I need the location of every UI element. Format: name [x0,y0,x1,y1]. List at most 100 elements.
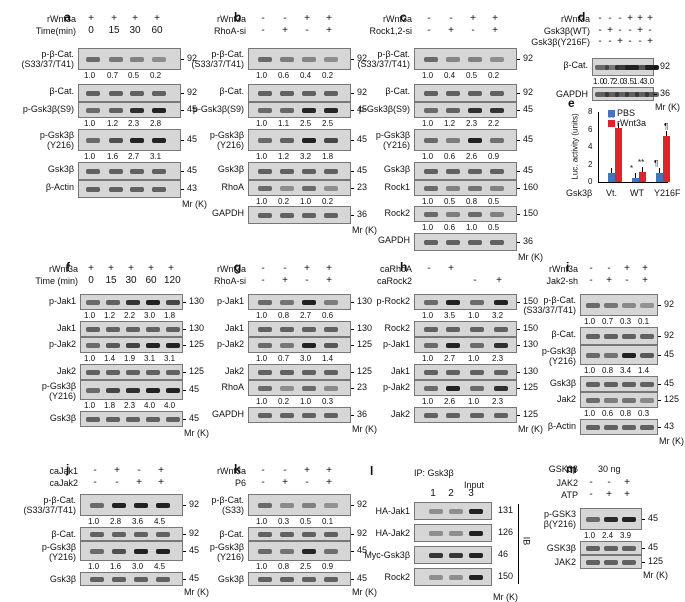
blot-row: p-GSK3 β(Y216) 45 [544,508,658,530]
mw-tick [351,188,354,189]
lane-sign: + [88,13,94,24]
lane-sign: + [448,25,454,36]
mw-tick [658,305,661,306]
band [152,57,166,62]
quant-value: 2.2 [488,119,500,128]
blot-image [80,380,183,400]
blot-row: JAK2 125 [554,555,663,569]
row-label: β-Cat. [385,86,410,96]
mw-tick [183,329,186,330]
band [622,303,636,308]
band [146,327,160,332]
mw-label: 45 [648,542,659,552]
ip-label: IP: Gsk3β [414,468,454,478]
quant-value: 0.2 [150,71,162,80]
band [424,212,438,217]
blot-image [580,419,658,435]
blot-image [580,508,642,530]
band [586,425,600,430]
band [424,343,438,348]
lane-sign: - [625,275,629,286]
blot-row: Jak1 130 [391,364,538,380]
quant-value: 0.7 [107,71,119,80]
ib-label: IB [521,536,532,546]
x-axis [598,182,668,183]
band [146,388,160,393]
blot-image [580,294,658,316]
row-label: p-Rock2 [376,296,410,306]
lane-sign: + [470,13,476,24]
blot-image [414,294,517,310]
treatment-label: caRock2 [376,276,412,286]
lane-sign: + [132,13,138,24]
mw-tick [351,171,354,172]
band [324,300,338,305]
blot-image [592,58,659,76]
quant-value: 1.0 [422,197,434,206]
band [490,212,504,217]
quant-value: 0.6 [444,152,456,161]
band [586,398,600,403]
lane-sign: - [115,477,119,488]
treatment-label: Jak2-sh [546,276,578,286]
panel-label: l [370,464,374,478]
lane-sign: - [93,465,97,476]
band [152,91,166,96]
quant-value: 2.3 [466,119,478,128]
band [86,388,100,393]
quant-value: 0.4 [300,71,312,80]
band [86,417,100,422]
quant-value: 4.0 [164,401,176,410]
band [635,65,649,70]
row-label: p-Gsk3β (Y216) [375,130,410,150]
row-label: β-Cat. [49,86,74,96]
treatment-label: ATP [561,490,578,500]
lane-sign: - [427,25,431,36]
band [302,343,316,348]
legend-swatch [608,120,615,127]
treatment-label: rWnt3a [216,14,246,24]
band [324,370,338,375]
quant-value: 1.4 [322,354,334,363]
blot-row: Jak2 125 [391,407,538,423]
blot-image [80,364,183,380]
band [640,425,654,430]
mw-label: 45 [187,104,198,114]
header-amount: 30 ng [598,464,621,474]
band [622,398,636,403]
blot-row: p-β-Cat. (S33/37/T41) 92 [23,494,199,516]
band [490,138,504,143]
band [146,370,160,375]
quant-value: 0.8 [278,311,290,320]
quant-value: 3.0 [643,77,655,86]
band [166,300,180,305]
blot-row: HA-Jak1 131 [375,502,513,520]
mw-tick [517,140,520,141]
quant-value: 1.0 [300,397,312,406]
quant-value: 0.9 [488,152,500,161]
band [446,138,460,143]
mw-label: 92 [187,53,198,63]
lane-sign: - [628,36,632,47]
band [166,343,180,348]
row-label: p-Jak2 [216,339,244,349]
row-label: β-Cat. [563,60,588,70]
blot-row: Gsk3β 45 [50,411,199,427]
blot-row: GAPDH 36 [212,206,367,224]
band [280,549,294,554]
row-label: Gsk3β [383,164,410,174]
band [258,370,272,375]
lane-sign: - [608,13,612,24]
quant-value: 0.2 [322,197,334,206]
quant-value: 1.0 [468,354,480,363]
band [424,413,438,418]
quant-value: 3.0 [144,311,156,320]
band [424,57,438,62]
lane-sign: - [137,465,141,476]
row-label: Rock2 [384,323,410,333]
lane-sign: + [647,36,653,47]
blot-image [414,546,492,564]
quant-value: 0.8 [278,562,290,571]
quant-value: 2.8 [150,119,162,128]
lane-sign: + [642,275,648,286]
